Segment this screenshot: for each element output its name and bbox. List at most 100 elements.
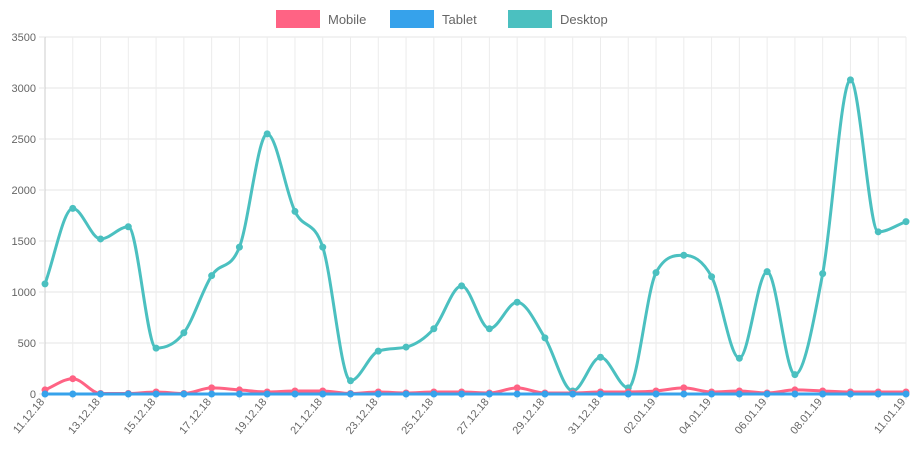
data-point-desktop[interactable]: [708, 273, 716, 281]
data-point-tablet[interactable]: [874, 390, 882, 398]
data-point-tablet[interactable]: [485, 390, 493, 398]
data-point-desktop[interactable]: [374, 347, 382, 355]
series-desktop: [41, 76, 910, 395]
data-point-desktop[interactable]: [319, 243, 327, 251]
x-tick-label: 31.12.18: [566, 396, 603, 437]
data-point-desktop[interactable]: [819, 270, 827, 278]
data-point-tablet[interactable]: [569, 390, 577, 398]
data-point-tablet[interactable]: [124, 390, 132, 398]
data-point-desktop[interactable]: [430, 325, 438, 333]
data-point-desktop[interactable]: [180, 329, 188, 337]
data-point-tablet[interactable]: [208, 390, 216, 398]
data-point-tablet[interactable]: [430, 390, 438, 398]
y-tick-label: 500: [18, 338, 36, 350]
data-point-tablet[interactable]: [41, 390, 49, 398]
legend-item-mobile[interactable]: Mobile: [276, 10, 366, 28]
data-point-tablet[interactable]: [180, 390, 188, 398]
data-point-desktop[interactable]: [763, 268, 771, 276]
legend-item-desktop[interactable]: Desktop: [508, 10, 608, 28]
data-point-desktop[interactable]: [652, 269, 660, 277]
data-point-tablet[interactable]: [680, 390, 688, 398]
legend-label-tablet: Tablet: [442, 12, 477, 27]
data-point-tablet[interactable]: [791, 390, 799, 398]
series-line-mobile: [44, 377, 906, 395]
legend-swatch-mobile: [276, 10, 320, 28]
x-tick-label: 19.12.18: [233, 396, 270, 437]
data-point-tablet[interactable]: [846, 390, 854, 398]
grid: [44, 36, 907, 395]
data-point-desktop[interactable]: [208, 272, 216, 280]
y-tick-label: 3000: [12, 83, 36, 95]
data-point-tablet[interactable]: [235, 390, 243, 398]
y-tick-label: 1000: [12, 287, 36, 299]
data-point-tablet[interactable]: [541, 390, 549, 398]
data-point-desktop[interactable]: [846, 76, 854, 84]
data-point-desktop[interactable]: [485, 325, 493, 333]
data-point-tablet[interactable]: [69, 390, 77, 398]
data-point-desktop[interactable]: [124, 223, 132, 231]
data-point-mobile[interactable]: [69, 375, 77, 383]
data-point-tablet[interactable]: [652, 390, 660, 398]
x-tick-label: 11.12.18: [11, 396, 47, 436]
series-line-desktop: [43, 78, 907, 393]
data-point-tablet[interactable]: [735, 390, 743, 398]
legend-swatch-tablet: [390, 10, 434, 28]
data-point-tablet[interactable]: [458, 390, 466, 398]
x-tick-label: 23.12.18: [344, 396, 381, 437]
x-tick-label: 27.12.18: [455, 396, 492, 437]
y-tick-label: 1500: [12, 236, 36, 248]
x-tick-label: 13.12.18: [66, 396, 103, 437]
data-point-tablet[interactable]: [902, 390, 910, 398]
data-point-desktop[interactable]: [902, 218, 910, 226]
data-point-tablet[interactable]: [763, 390, 771, 398]
data-point-tablet[interactable]: [152, 390, 160, 398]
data-point-tablet[interactable]: [596, 390, 604, 398]
data-point-desktop[interactable]: [291, 207, 299, 215]
data-point-desktop[interactable]: [41, 280, 49, 288]
data-point-desktop[interactable]: [541, 334, 549, 342]
series-tablet: [41, 390, 910, 398]
data-point-tablet[interactable]: [708, 390, 716, 398]
data-point-tablet[interactable]: [513, 390, 521, 398]
legend[interactable]: Mobile Tablet Desktop: [276, 10, 608, 28]
data-point-desktop[interactable]: [791, 371, 799, 379]
data-point-mobile[interactable]: [513, 384, 521, 392]
x-tick-label: 11.01.19: [872, 396, 908, 436]
data-point-desktop[interactable]: [235, 243, 243, 251]
legend-item-tablet[interactable]: Tablet: [390, 10, 477, 28]
data-point-desktop[interactable]: [402, 343, 410, 351]
data-point-desktop[interactable]: [735, 354, 743, 362]
data-point-desktop[interactable]: [680, 251, 688, 259]
x-tick-label: 25.12.18: [399, 396, 436, 437]
data-point-desktop[interactable]: [458, 282, 466, 290]
data-point-tablet[interactable]: [347, 390, 355, 398]
data-point-mobile[interactable]: [680, 384, 688, 392]
data-point-tablet[interactable]: [291, 390, 299, 398]
data-point-mobile[interactable]: [208, 384, 216, 392]
data-point-tablet[interactable]: [402, 390, 410, 398]
legend-swatch-desktop: [508, 10, 552, 28]
data-point-desktop[interactable]: [513, 298, 521, 306]
series-lines: [41, 76, 910, 398]
x-tick-label: 17.12.18: [177, 396, 214, 437]
y-tick-label: 2000: [12, 185, 36, 197]
y-tick-label: 2500: [12, 134, 36, 146]
data-point-desktop[interactable]: [69, 204, 77, 212]
x-tick-label: 02.01.19: [622, 396, 659, 437]
x-tick-label: 06.01.19: [733, 396, 770, 437]
data-point-desktop[interactable]: [874, 228, 882, 236]
data-point-desktop[interactable]: [347, 377, 355, 385]
data-point-tablet[interactable]: [819, 390, 827, 398]
data-point-desktop[interactable]: [596, 353, 604, 361]
data-point-tablet[interactable]: [374, 390, 382, 398]
data-point-desktop[interactable]: [152, 344, 160, 352]
data-point-tablet[interactable]: [319, 390, 327, 398]
y-tick-label: 3500: [12, 32, 36, 44]
data-point-desktop[interactable]: [263, 130, 271, 138]
y-axis: 0 500 1000 1500 2000 2500 3000 3500: [12, 32, 45, 401]
data-point-tablet[interactable]: [624, 390, 632, 398]
data-point-tablet[interactable]: [263, 390, 271, 398]
data-point-tablet[interactable]: [97, 390, 105, 398]
data-point-desktop[interactable]: [97, 235, 105, 243]
